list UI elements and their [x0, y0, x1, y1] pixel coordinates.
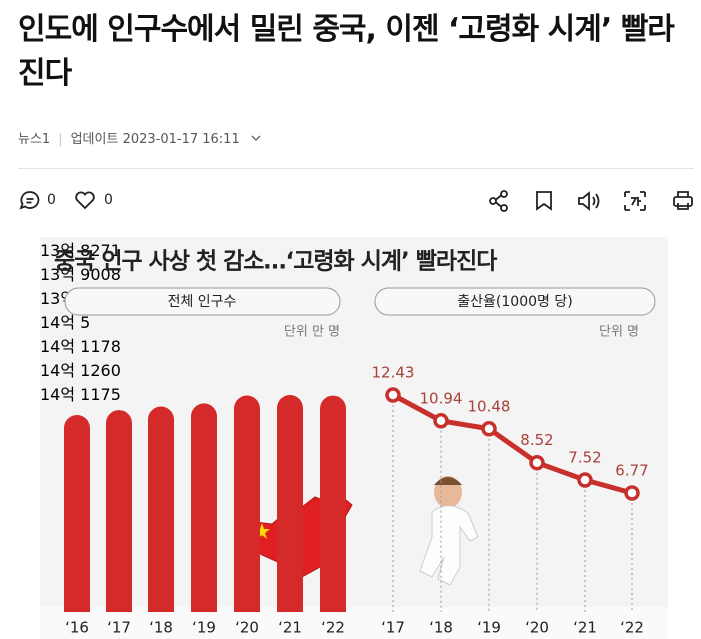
point [577, 472, 593, 488]
print-icon[interactable] [673, 191, 693, 210]
value-label: 13억 8271 [40, 241, 121, 260]
updated: 업데이트 2023-01-17 16:11 [70, 132, 240, 147]
value-label: 6.77 [615, 462, 648, 480]
x-tick-label: ‘20 [235, 619, 259, 637]
infographic-title: 중국 인구 사상 첫 감소…‘고령화 시계’ 빨라진다 [54, 249, 497, 275]
expand-icon[interactable] [250, 133, 262, 143]
pill [64, 287, 341, 316]
infographic-graphics: 중국 인구 사상 첫 감소…‘고령화 시계’ 빨라진다 전체 인구수 출산율(1… [40, 249, 668, 639]
value-label: 7.52 [568, 449, 601, 467]
bar [191, 403, 217, 612]
value-label: 10.48 [468, 397, 511, 415]
point [481, 421, 497, 437]
unit-label: 단위 명 [599, 325, 639, 340]
x-tick-label: ‘21 [573, 619, 597, 637]
value-label: 8.52 [520, 431, 553, 449]
point [529, 454, 545, 471]
x-tick-label: ‘16 [65, 619, 89, 637]
x-tick-label: ‘18 [149, 619, 173, 637]
value-label: 14억 1260 [40, 361, 121, 380]
value-label: 14억 1178 [40, 337, 121, 356]
meta: 뉴스1 | 업데이트 2023-01-17 16:11 [18, 128, 262, 147]
comment-count: 0 [47, 192, 56, 208]
infographic: 중국 인구 사상 첫 감소…‘고령화 시계’ 빨라진다 전체 인구수 출산율(1… [40, 237, 668, 639]
point [433, 413, 449, 429]
bar [148, 406, 174, 612]
headline: 인도에 인구수에서 밀린 중국, 이젠 ‘고령화 시계’ 빨라진다 [18, 12, 675, 91]
value-label: 13억 9008 [40, 265, 121, 284]
line [391, 392, 633, 496]
bookmark-icon[interactable] [536, 191, 552, 211]
audio-icon[interactable] [578, 191, 600, 211]
bar [234, 395, 260, 612]
bar [320, 395, 346, 612]
chart-label: 출산율(1000명 당) [457, 294, 572, 310]
translate-icon[interactable] [624, 191, 646, 211]
comment-icon[interactable] [19, 191, 40, 210]
share-icon[interactable] [489, 190, 508, 212]
bar [277, 395, 303, 612]
source[interactable]: 뉴스1 [18, 132, 51, 147]
x-tick-label: ‘22 [321, 619, 345, 637]
bar [106, 410, 132, 612]
bar [64, 415, 90, 612]
x-tick-label: ‘20 [525, 619, 549, 637]
floor [40, 607, 668, 639]
x-tick-label: ‘17 [381, 619, 405, 637]
x-tick-label: ‘19 [192, 619, 216, 637]
divider [18, 168, 694, 169]
x-tick-label: ‘21 [278, 619, 302, 637]
value-label: 14억 5 [40, 313, 91, 332]
x-tick-label: ‘18 [429, 619, 453, 637]
x-tick-label: ‘22 [620, 619, 644, 637]
action-bar [19, 190, 693, 212]
star [254, 523, 270, 539]
chart-label: 전체 인구수 [168, 294, 237, 310]
unit-label: 단위 만 명 [284, 325, 340, 340]
pill [374, 287, 656, 316]
x-tick-label: ‘19 [477, 619, 501, 637]
baby-illustration [419, 476, 479, 586]
like-icon[interactable] [75, 191, 95, 210]
value-label: 14억 1175 [40, 385, 121, 404]
like-count: 0 [104, 192, 113, 208]
point [385, 387, 401, 403]
value-label: 10.94 [420, 389, 463, 407]
value-label: 12.43 [372, 364, 415, 382]
point [624, 485, 640, 501]
x-tick-label: ‘17 [107, 619, 131, 637]
